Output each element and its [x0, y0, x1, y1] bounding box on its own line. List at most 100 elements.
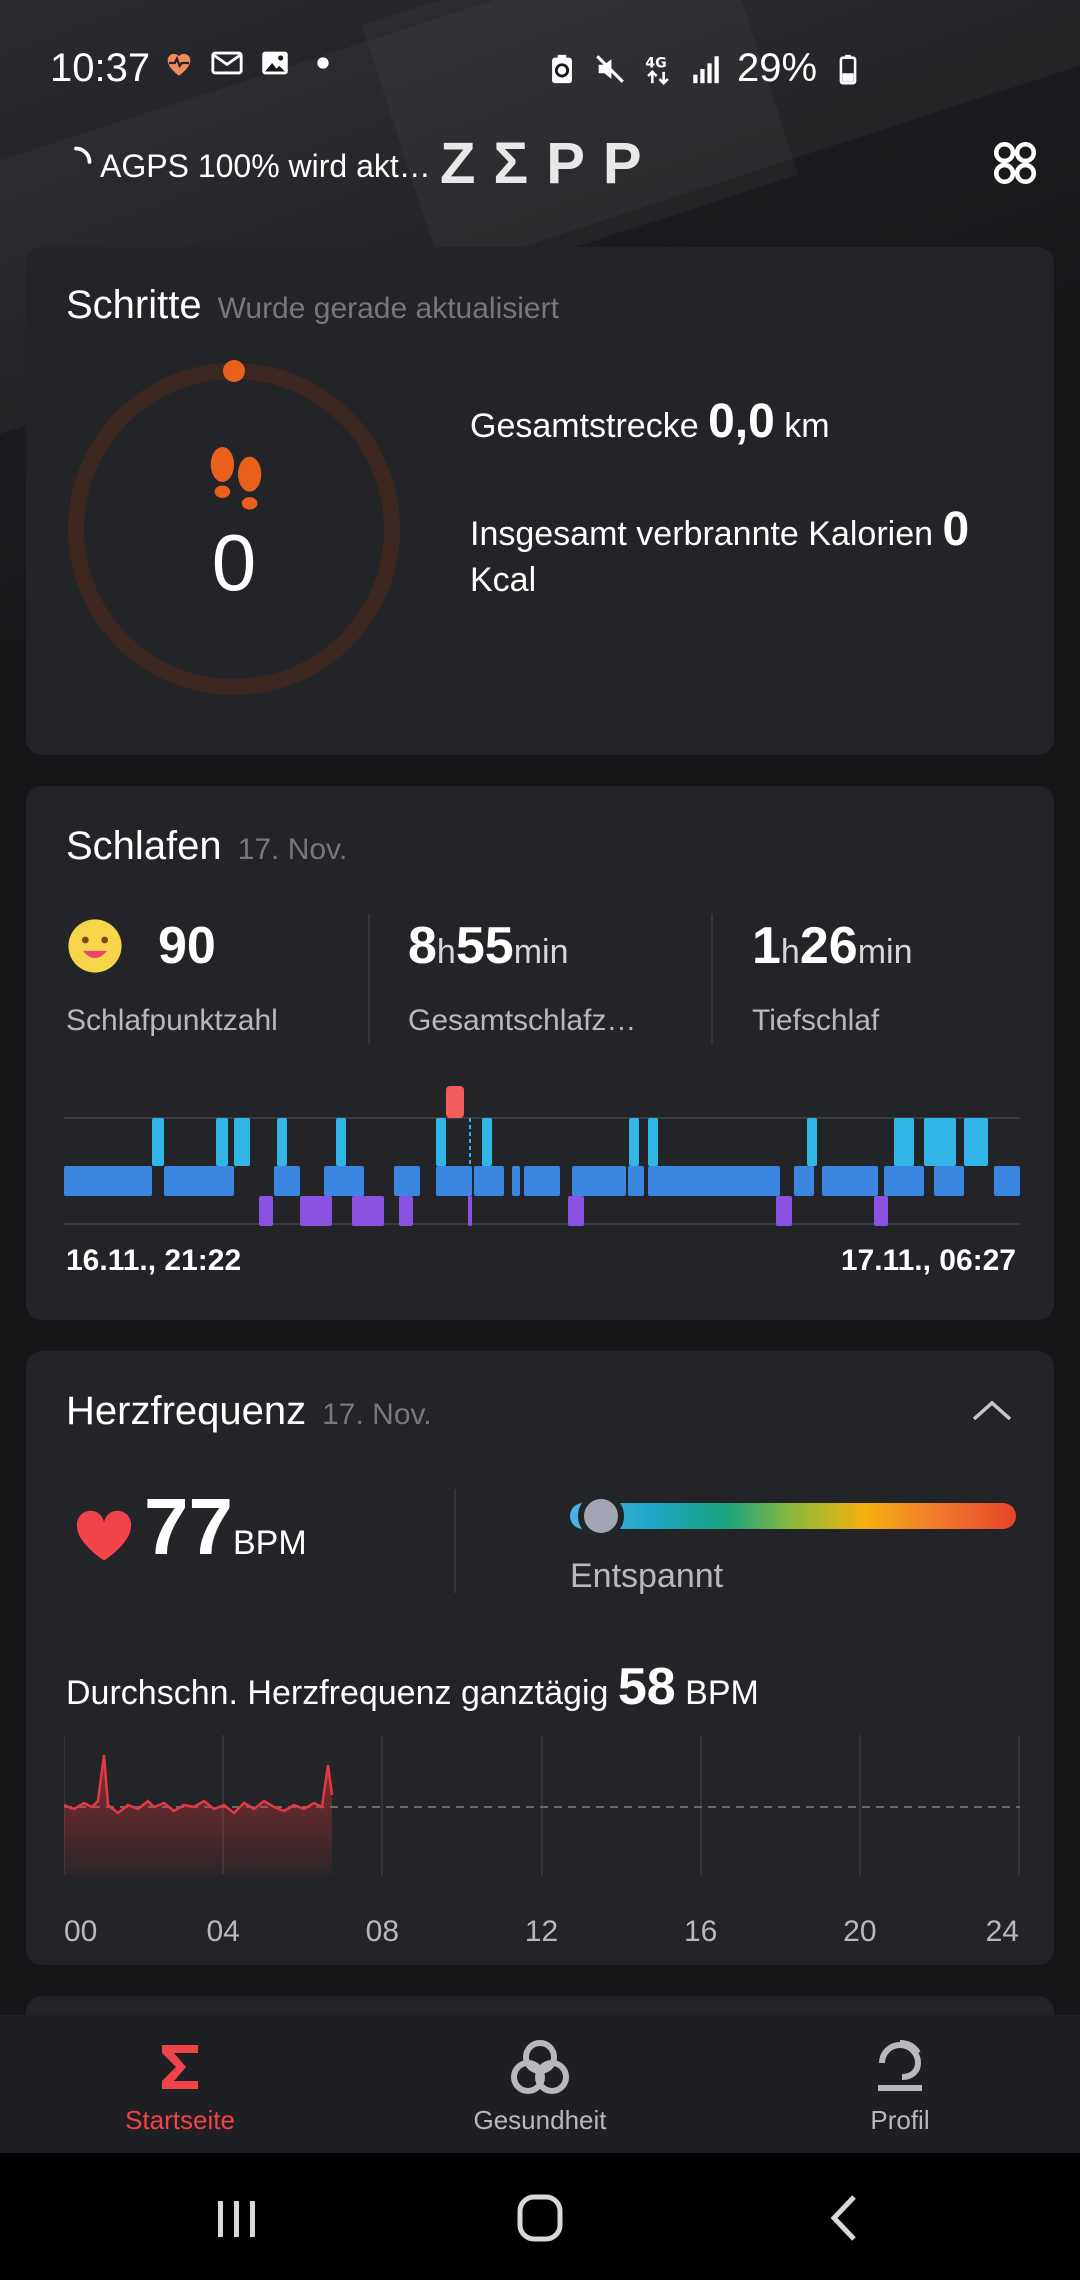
smiley-face-icon: [68, 919, 122, 973]
distance-label: Gesamtstrecke: [470, 407, 699, 445]
battery-icon: [839, 54, 857, 84]
avg-heart-rate-label: Durchschn. Herzfrequenz ganztägig: [66, 1674, 609, 1712]
chevron-up-icon[interactable]: [970, 1395, 1014, 1425]
heart-rate-zone-bar: [570, 1503, 1016, 1529]
x-axis-ticks: 00 04 08 12 16 20 24: [64, 1915, 1019, 1948]
sleep-card-header: Schlafen 17. Nov.: [66, 824, 347, 869]
steps-title: Schritte: [66, 283, 202, 327]
x-tick-label: 08: [366, 1915, 399, 1948]
system-icons: 4G 29%: [545, 46, 865, 91]
zepp-logo: ZΣPP: [440, 131, 660, 196]
current-heart-rate-value: 77: [144, 1482, 233, 1571]
back-icon[interactable]: [826, 2193, 860, 2243]
signal-icon: [693, 55, 719, 83]
avg-heart-rate-unit: BPM: [685, 1674, 759, 1712]
x-tick-label: 12: [525, 1915, 558, 1948]
x-tick-label: 04: [206, 1915, 239, 1948]
sleep-end-time: 17.11., 06:27: [840, 1244, 1016, 1277]
steps-count: 0: [211, 518, 257, 607]
battery-percent: 29%: [737, 46, 818, 90]
system-navigation-bar: [0, 2153, 1080, 2280]
x-tick-label: 20: [843, 1915, 876, 1948]
heart-notification-icon: [167, 53, 191, 76]
status-time: 10:37: [50, 46, 151, 90]
home-icon[interactable]: [516, 2193, 564, 2243]
deep-sleep-label: Tiefschlaf: [752, 1004, 880, 1037]
nav-profile-label: Profil: [870, 2105, 930, 2135]
current-heart-rate: 77BPM: [144, 1481, 307, 1573]
sigma-home-icon: [162, 2045, 198, 2089]
heart-rate-card[interactable]: Herzfrequenz 17. Nov. 77BPM Entspannt Dur…: [26, 1351, 1054, 1965]
nav-health-label: Gesundheit: [473, 2105, 607, 2135]
distance-stat: Gesamtstrecke 0,0 km: [470, 398, 830, 449]
steps-subtitle: Wurde gerade aktualisiert: [217, 292, 559, 325]
total-sleep-label: Gesamtschlafz…: [408, 1004, 637, 1037]
deep-sleep-minutes: 26: [799, 917, 858, 975]
calories-value: 0: [942, 503, 970, 556]
profile-icon: [878, 2040, 922, 2091]
unit-h: h: [780, 933, 800, 971]
svg-text:4G: 4G: [645, 55, 666, 71]
distance-unit: km: [784, 407, 830, 445]
steps-progress-ring: [68, 360, 400, 695]
total-sleep-hours: 8: [408, 917, 437, 975]
nav-home[interactable]: Startseite: [30, 2035, 330, 2136]
mute-icon: [596, 54, 624, 83]
steps-card[interactable]: Schritte Wurde gerade aktualisiert 0 Gesa…: [26, 247, 1054, 755]
recent-apps-icon[interactable]: [214, 2197, 260, 2241]
sleep-title: Schlafen: [66, 824, 222, 868]
mail-icon: [211, 51, 243, 75]
battery-saver-icon: [552, 54, 572, 83]
image-icon: [262, 51, 288, 75]
sleep-score-metric: 90 Schlafpunktzahl: [66, 916, 278, 1038]
deep-sleep-metric: 1h26min Tiefschlaf: [752, 916, 912, 1038]
heart-icon: [76, 1510, 132, 1561]
nav-health[interactable]: Gesundheit: [390, 2035, 690, 2136]
loading-spinner-icon: [74, 146, 92, 164]
x-tick-label: 16: [684, 1915, 717, 1948]
heart-rate-zone-indicator: [578, 1493, 624, 1539]
heart-date: 17. Nov.: [322, 1398, 432, 1431]
distance-value: 0,0: [708, 395, 775, 448]
metric-divider: [454, 1489, 456, 1593]
4g-icon: 4G: [645, 55, 669, 85]
nav-profile[interactable]: Profil: [750, 2035, 1050, 2136]
deep-sleep-hours: 1: [752, 917, 781, 975]
avg-heart-rate: Durchschn. Herzfrequenz ganztägig 58 BPM: [66, 1657, 759, 1717]
health-icon: [511, 2040, 569, 2094]
calories-unit: Kcal: [470, 561, 537, 599]
footprints-icon: [210, 446, 262, 510]
sleep-stages-chart: [64, 1086, 1020, 1226]
sleep-start-time: 16.11., 21:22: [66, 1244, 242, 1277]
unit-h: h: [436, 933, 456, 971]
apps-grid-icon[interactable]: [990, 138, 1040, 188]
bottom-navigation: Startseite Gesundheit Profil: [0, 2015, 1080, 2153]
avg-heart-rate-value: 58: [617, 1658, 676, 1716]
sleep-date: 17. Nov.: [237, 833, 348, 866]
metric-divider: [711, 914, 713, 1044]
total-sleep-metric: 8h55min Gesamtschlafz…: [408, 916, 636, 1038]
sleep-card[interactable]: Schlafen 17. Nov. 90 Schlafpunktzahl 8h55…: [26, 786, 1054, 1320]
unit-min: min: [513, 933, 569, 971]
heart-rate-chart: 00 04 08 12 16 20 24: [64, 1735, 1020, 1948]
agps-status: AGPS 100% wird akt…: [100, 148, 431, 184]
notification-icons: [162, 46, 340, 80]
x-tick-label: 00: [64, 1915, 97, 1948]
heart-rate-zone-label: Entspannt: [570, 1557, 724, 1595]
current-heart-rate-unit: BPM: [232, 1524, 307, 1562]
unit-min: min: [857, 933, 913, 971]
sleep-score-label: Schlafpunktzahl: [66, 1004, 278, 1037]
heart-title: Herzfrequenz: [66, 1389, 307, 1433]
metric-divider: [368, 914, 370, 1044]
status-bar: 10:37 4G 29%: [0, 0, 1080, 130]
steps-card-header: Schritte Wurde gerade aktualisiert: [66, 283, 559, 328]
heart-card-header: Herzfrequenz 17. Nov.: [66, 1389, 432, 1434]
calories-stat: Insgesamt verbrannte Kalorien 0 Kcal: [470, 506, 1030, 603]
sleep-score-value: 90: [158, 917, 216, 975]
app-header: AGPS 100% wird akt… ZΣPP: [0, 130, 1080, 230]
nav-home-label: Startseite: [125, 2105, 235, 2135]
more-dot-icon: [317, 57, 329, 69]
x-tick-label: 24: [986, 1915, 1019, 1948]
total-sleep-minutes: 55: [455, 917, 514, 975]
calories-label: Insgesamt verbrannte Kalorien: [470, 515, 934, 553]
